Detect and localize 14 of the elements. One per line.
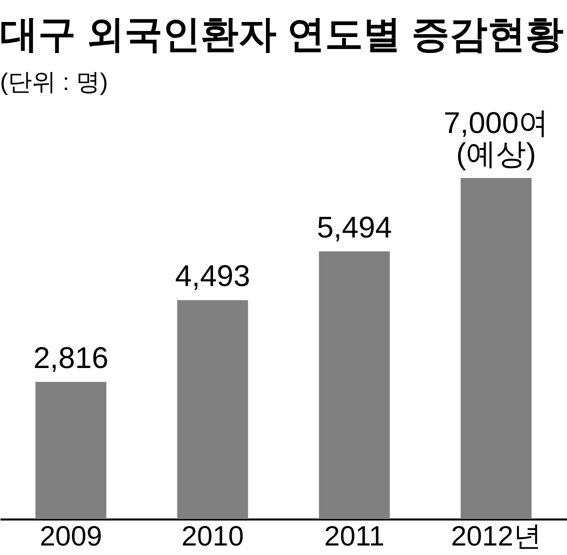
data-label: 5,494 bbox=[316, 211, 392, 244]
bar bbox=[177, 300, 248, 519]
chart-subtitle: (단위 : 명) bbox=[0, 69, 108, 96]
x-tick-label: 2011 bbox=[324, 520, 384, 552]
chart-title: 대구 외국인환자 연도별 증감현황 bbox=[0, 14, 564, 56]
data-label: 2,816 bbox=[33, 342, 108, 375]
data-label: 7,000여 (예상) bbox=[444, 107, 549, 171]
x-tick-label: 2009 bbox=[40, 520, 102, 552]
x-tick-label: 2012년 bbox=[450, 520, 542, 552]
bar bbox=[318, 251, 390, 519]
bar bbox=[460, 178, 532, 519]
data-label: 4,493 bbox=[175, 260, 250, 294]
x-tick-label: 2010 bbox=[181, 520, 244, 552]
bar bbox=[35, 382, 106, 519]
